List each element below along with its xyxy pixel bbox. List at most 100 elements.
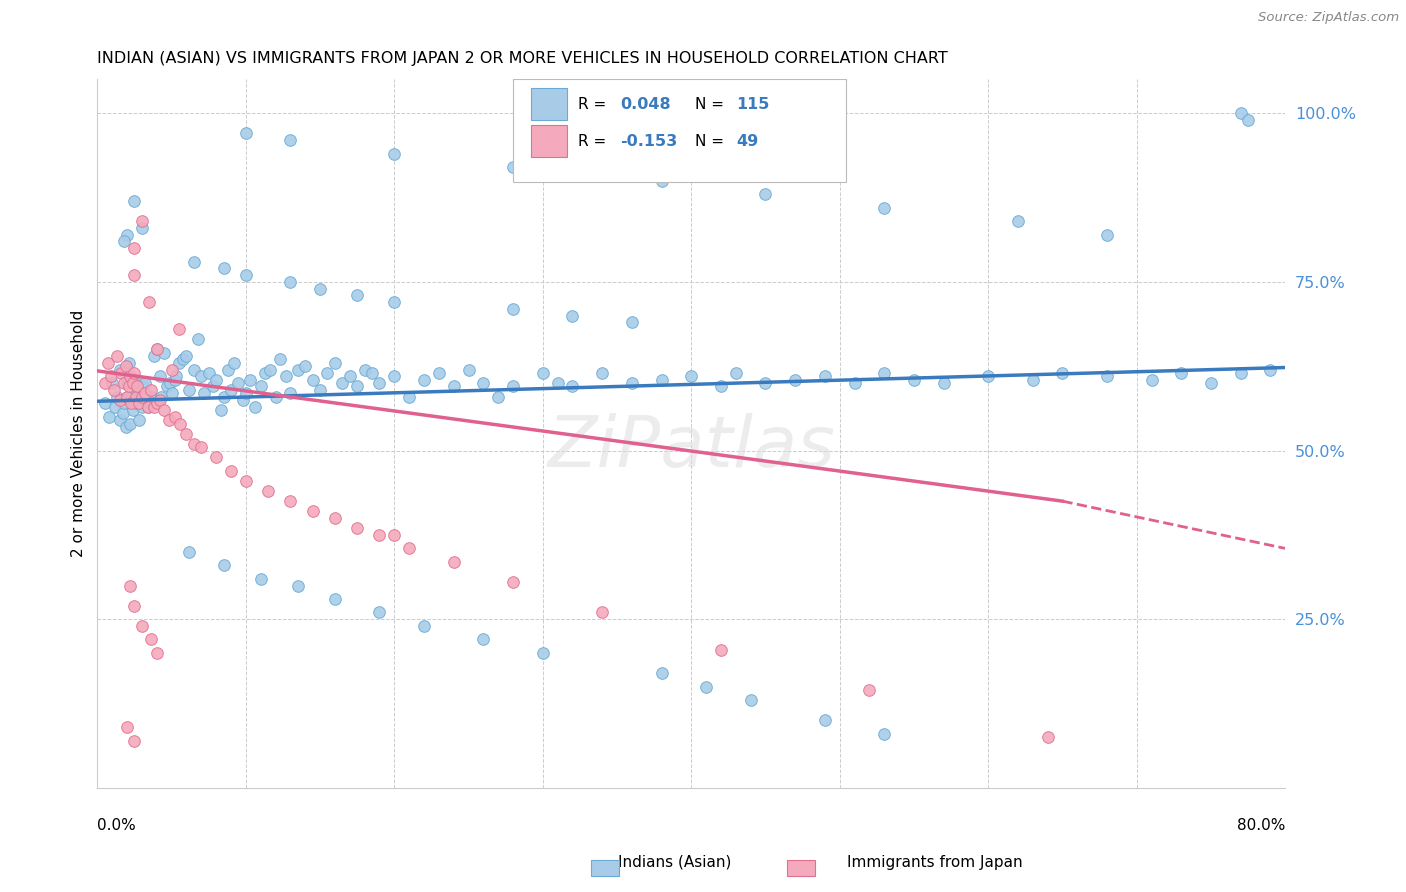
- Point: [724, 366, 747, 380]
- Text: 80.0%: 80.0%: [1237, 818, 1285, 833]
- Point: [651, 666, 673, 681]
- Text: Indians (Asian): Indians (Asian): [619, 855, 731, 870]
- Point: [443, 379, 465, 393]
- Point: [127, 379, 149, 393]
- Point: [1036, 731, 1059, 745]
- Point: [159, 376, 181, 390]
- Point: [257, 483, 280, 498]
- Point: [427, 366, 450, 380]
- Point: [115, 390, 138, 404]
- Point: [132, 379, 155, 393]
- Point: [382, 146, 405, 161]
- Point: [163, 373, 186, 387]
- Point: [1229, 106, 1251, 120]
- Point: [531, 366, 554, 380]
- Point: [172, 352, 194, 367]
- Y-axis label: 2 or more Vehicles in Household: 2 or more Vehicles in Household: [72, 310, 86, 558]
- Point: [112, 396, 135, 410]
- Point: [131, 220, 153, 235]
- Bar: [531, 126, 567, 157]
- Point: [323, 356, 346, 370]
- Point: [124, 366, 146, 380]
- Point: [235, 126, 257, 140]
- Point: [235, 268, 257, 282]
- Point: [160, 362, 183, 376]
- Point: [160, 386, 183, 401]
- Point: [591, 366, 613, 380]
- Point: [1095, 227, 1118, 242]
- Point: [1007, 214, 1029, 228]
- Point: [280, 275, 302, 289]
- Point: [125, 396, 148, 410]
- Point: [1052, 366, 1074, 380]
- Point: [128, 396, 150, 410]
- Point: [153, 345, 176, 359]
- Point: [183, 362, 205, 376]
- Point: [128, 413, 150, 427]
- Point: [651, 373, 673, 387]
- Point: [135, 392, 157, 407]
- Text: 0.048: 0.048: [620, 96, 671, 112]
- Point: [472, 632, 495, 647]
- Point: [112, 235, 135, 249]
- Point: [142, 400, 165, 414]
- Point: [117, 356, 139, 370]
- Text: 0.0%: 0.0%: [97, 818, 136, 833]
- Point: [472, 376, 495, 390]
- Point: [114, 359, 136, 374]
- Point: [131, 619, 153, 633]
- Point: [873, 366, 896, 380]
- Point: [110, 366, 132, 380]
- Point: [873, 727, 896, 741]
- Point: [287, 362, 309, 376]
- Point: [814, 369, 837, 384]
- Point: [124, 733, 146, 747]
- Point: [127, 379, 149, 393]
- Point: [287, 578, 309, 592]
- Point: [254, 366, 277, 380]
- Point: [205, 373, 228, 387]
- Point: [217, 362, 239, 376]
- Point: [301, 504, 323, 518]
- Point: [280, 386, 302, 401]
- Point: [457, 362, 479, 376]
- Point: [413, 373, 436, 387]
- Point: [108, 362, 131, 376]
- Point: [368, 606, 391, 620]
- Point: [316, 366, 339, 380]
- Point: [382, 369, 405, 384]
- Point: [145, 343, 167, 357]
- Point: [103, 383, 125, 397]
- Point: [94, 376, 117, 390]
- Point: [1170, 366, 1192, 380]
- Point: [212, 261, 235, 276]
- Point: [156, 379, 179, 393]
- Point: [169, 417, 191, 431]
- Point: [138, 295, 160, 310]
- Bar: [531, 87, 567, 120]
- Point: [1095, 369, 1118, 384]
- Point: [124, 241, 146, 255]
- Point: [122, 376, 145, 390]
- Point: [115, 390, 138, 404]
- Point: [145, 343, 167, 357]
- Point: [339, 369, 361, 384]
- Point: [486, 390, 509, 404]
- Point: [97, 356, 120, 370]
- Point: [142, 349, 165, 363]
- Point: [346, 521, 368, 535]
- Point: [112, 376, 135, 390]
- Point: [814, 714, 837, 728]
- Text: R =: R =: [578, 134, 612, 149]
- Point: [1258, 362, 1281, 376]
- Point: [124, 194, 146, 208]
- Point: [179, 545, 201, 559]
- Point: [149, 369, 172, 384]
- Point: [197, 366, 219, 380]
- Point: [179, 383, 201, 397]
- Point: [118, 392, 141, 407]
- Point: [239, 373, 262, 387]
- Point: [105, 349, 128, 363]
- Point: [122, 403, 145, 417]
- Point: [193, 386, 215, 401]
